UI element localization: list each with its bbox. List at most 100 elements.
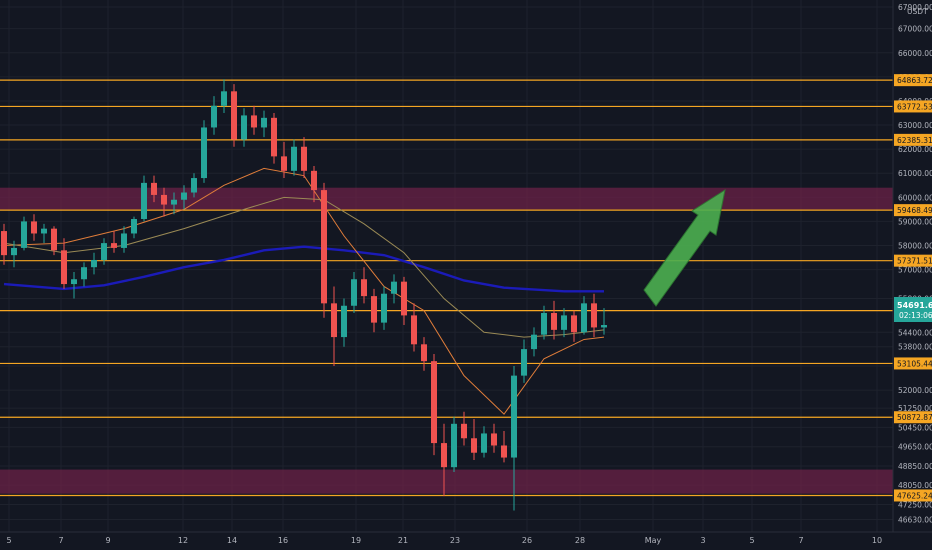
- candle-body: [541, 312, 547, 335]
- candle-body: [421, 344, 427, 362]
- x-tick-label: 28: [575, 536, 585, 545]
- candle-body: [511, 375, 517, 458]
- level-label-box: [894, 74, 932, 87]
- candle-body: [291, 146, 297, 171]
- level-label-box: [894, 489, 932, 502]
- candle-body: [151, 182, 157, 195]
- candle-body: [591, 303, 597, 328]
- moving-average-line: [3, 196, 605, 338]
- price-countdown: 02:13:06: [899, 311, 932, 320]
- candle-body: [181, 192, 187, 200]
- candle-body: [11, 247, 17, 256]
- level-label-box: [894, 357, 932, 370]
- y-tick-label: 48850.00: [898, 462, 932, 471]
- candle-body: [241, 115, 247, 140]
- level-label-box: [894, 133, 932, 146]
- level-label-box: [894, 254, 932, 267]
- time-axis-labels: 5 7 9 12 14 16 19 21 23 26 28 May 3 5 7 10: [6, 536, 882, 545]
- candle-body: [101, 243, 107, 260]
- candle-body: [501, 445, 507, 458]
- x-tick-label: 7: [58, 536, 63, 545]
- candle-body: [601, 325, 607, 328]
- candle-body: [171, 199, 177, 205]
- zone-band: [0, 469, 893, 494]
- level-label: 50872.87: [897, 413, 932, 422]
- candle-body: [221, 91, 227, 106]
- y-tick-label: 47250.00: [898, 501, 932, 510]
- candle-body: [571, 315, 577, 333]
- level-label: 59468.49: [897, 206, 932, 215]
- x-tick-label: 12: [178, 536, 188, 545]
- candle-body: [211, 105, 217, 128]
- moving-averages: [3, 167, 605, 415]
- candle-body: [21, 221, 27, 248]
- y-tick-label: 52000.00: [898, 386, 932, 395]
- level-label: 63772.53: [897, 102, 932, 111]
- candle-body: [121, 233, 127, 248]
- candle-body: [331, 303, 337, 338]
- y-tick-label: 53800.00: [898, 343, 932, 352]
- x-tick-label: 10: [872, 536, 882, 545]
- y-tick-label: 51250.00: [898, 404, 932, 413]
- candle-body: [491, 433, 497, 446]
- candle-body: [91, 259, 97, 268]
- candle-body: [201, 127, 207, 179]
- y-tick-label: 67900.00: [898, 3, 932, 12]
- candle-body: [281, 156, 287, 171]
- candle-body: [51, 228, 57, 251]
- gridlines: [0, 0, 893, 532]
- y-tick-label: 58000.00: [898, 242, 932, 251]
- y-tick-label: 63000.00: [898, 121, 932, 130]
- candle-body: [61, 250, 67, 285]
- x-tick-label: 5: [6, 536, 11, 545]
- candle-body: [321, 190, 327, 304]
- candle-body: [161, 194, 167, 205]
- x-tick-label: 19: [351, 536, 361, 545]
- candle-body: [251, 115, 257, 128]
- candle-body: [271, 117, 277, 157]
- y-tick-label: 57000.00: [898, 266, 932, 275]
- candle-body: [391, 281, 397, 294]
- level-label: 57371.51: [897, 257, 932, 266]
- moving-average-line: [3, 167, 605, 415]
- candle-body: [261, 117, 267, 128]
- zone-band: [0, 187, 893, 210]
- candle-body: [521, 349, 527, 376]
- y-tick-label: 62000.00: [898, 145, 932, 154]
- candle-body: [71, 279, 77, 285]
- y-tick-label: 59000.00: [898, 217, 932, 226]
- x-tick-label: May: [645, 536, 662, 545]
- level-label: 64863.72: [897, 76, 932, 85]
- y-tick-label: 61000.00: [898, 169, 932, 178]
- candle-body: [551, 312, 557, 330]
- x-tick-label: 5: [749, 536, 754, 545]
- candle-body: [441, 443, 447, 468]
- x-tick-label: 21: [398, 536, 408, 545]
- candle-body: [531, 334, 537, 350]
- x-tick-label: 23: [450, 536, 460, 545]
- candle-body: [31, 221, 37, 234]
- level-label-box: [894, 411, 932, 424]
- x-tick-label: 16: [278, 536, 288, 545]
- candle-body: [131, 219, 137, 234]
- currency-unit: USDT: [907, 7, 928, 16]
- y-tick-label: 54400.00: [898, 328, 932, 337]
- candle-body: [561, 315, 567, 330]
- candle-body: [81, 267, 87, 280]
- candle-body: [381, 293, 387, 323]
- y-tick-label: 50450.00: [898, 423, 932, 432]
- y-tick-label: 48050.00: [898, 481, 932, 490]
- x-tick-label: 7: [798, 536, 803, 545]
- candle-body: [141, 182, 147, 220]
- candle-body: [361, 279, 367, 297]
- y-tick-label: 49650.00: [898, 443, 932, 452]
- candle-body: [1, 231, 7, 256]
- y-tick-label: 60000.00: [898, 193, 932, 202]
- x-tick-label: 26: [522, 536, 532, 545]
- level-label: 47625.24: [897, 491, 932, 500]
- candle-body: [41, 228, 47, 234]
- current-price-tag: 54691.66 02:13:06: [894, 297, 932, 322]
- candle-body: [411, 315, 417, 345]
